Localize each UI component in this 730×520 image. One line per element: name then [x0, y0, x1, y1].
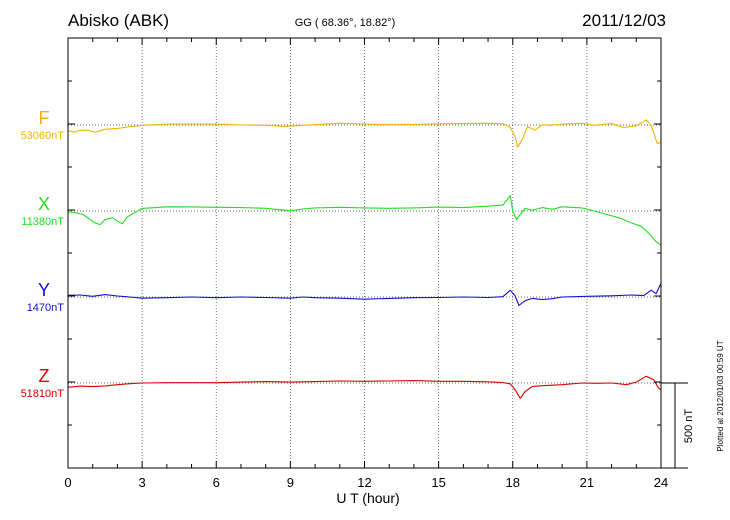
- x-tick-label-3: 3: [139, 475, 146, 490]
- series-name-y: Y: [38, 280, 50, 300]
- baseline-label-y: 1470nT: [27, 302, 65, 314]
- date-label: 2011/12/03: [582, 11, 666, 30]
- series-line-z: [67, 375, 662, 399]
- series-line-y: [67, 283, 662, 307]
- x-tick-label-6: 6: [213, 475, 220, 490]
- station-title: Abisko (ABK): [68, 11, 169, 30]
- x-tick-label-12: 12: [357, 475, 371, 490]
- series-line-x: [67, 195, 662, 246]
- x-tick-label-0: 0: [64, 475, 71, 490]
- plot-area: [67, 37, 662, 469]
- series-line-f: [67, 119, 662, 148]
- x-axis-label: U T (hour): [336, 490, 399, 506]
- series-name-z: Z: [39, 366, 50, 386]
- baseline-label-f: 53060nT: [21, 130, 65, 142]
- x-tick-label-9: 9: [287, 475, 294, 490]
- scale-bar-label: 500 nT: [683, 409, 695, 444]
- x-tick-label-15: 15: [431, 475, 445, 490]
- x-tick-label-18: 18: [506, 475, 520, 490]
- grid-lines: [141, 38, 588, 468]
- coordinates-label: GG ( 68.36°, 18.82°): [295, 17, 396, 29]
- series-name-f: F: [39, 108, 50, 128]
- series-name-x: X: [38, 194, 50, 214]
- series-lines: [67, 119, 662, 399]
- scale-bar: 500 nT: [661, 382, 695, 469]
- plot-frame: [67, 37, 662, 469]
- x-tick-label-21: 21: [580, 475, 594, 490]
- series-labels: F 53060nT X 11380nT Y 1470nT Z 51810nT: [21, 108, 65, 400]
- baseline-label-x: 11380nT: [21, 216, 64, 228]
- axis-ticks: [67, 37, 662, 469]
- x-tick-label-24: 24: [654, 475, 668, 490]
- plotted-at-note: Plotted at 2012/01/03 00:59 UT: [716, 340, 725, 451]
- x-tick-labels: 0 3 6 9 12 15 18 21 24: [64, 475, 668, 490]
- baseline-label-z: 51810nT: [21, 388, 65, 400]
